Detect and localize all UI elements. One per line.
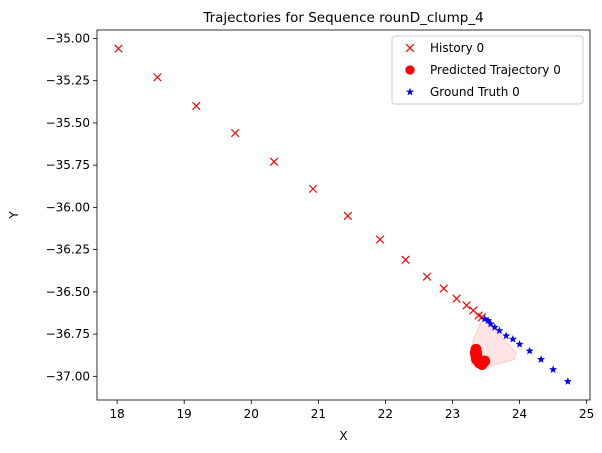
chart-title: Trajectories for Sequence rounD_clump_4	[202, 10, 483, 26]
history-point	[153, 73, 162, 82]
predicted-point	[469, 347, 481, 359]
history-point	[401, 255, 410, 264]
history-point	[308, 184, 318, 194]
ground-truth-point	[549, 365, 558, 373]
y-tick-label: −37.00	[46, 369, 90, 383]
x-tick-label: 23	[445, 407, 460, 421]
ground-truth-point	[537, 355, 546, 363]
y-tick-label: −36.75	[46, 327, 90, 341]
history-point	[439, 284, 449, 293]
y-tick-label: −35.75	[46, 158, 90, 172]
history-point	[192, 101, 201, 111]
ground-truth-point	[480, 314, 489, 323]
history-point	[343, 211, 353, 221]
history-point	[269, 157, 279, 167]
y-tick-label: −36.25	[46, 243, 90, 257]
uncertainty-region-layer	[470, 318, 517, 367]
series-star	[480, 314, 572, 385]
history-point	[452, 294, 461, 303]
x-axis-title: X	[339, 429, 347, 443]
series-x	[114, 44, 487, 322]
x-tick-label: 22	[378, 407, 393, 421]
legend-label: Ground Truth 0	[430, 85, 520, 99]
legend-entry: Predicted Trajectory 0	[405, 63, 561, 77]
y-axis-title: Y	[7, 211, 21, 220]
y-tick-label: −35.00	[46, 31, 90, 45]
history-point	[114, 44, 123, 53]
ground-truth-point	[495, 326, 504, 335]
history-point	[422, 272, 432, 281]
ground-truth-point	[563, 377, 572, 385]
y-tick-label: −36.00	[46, 200, 90, 214]
history-point	[230, 128, 240, 138]
legend-label: History 0	[430, 41, 484, 55]
legend-marker	[406, 87, 414, 96]
legend: History 0 Predicted Trajectory 0 Ground Tr…	[391, 35, 584, 105]
series-circle	[469, 343, 491, 371]
legend-label: Predicted Trajectory 0	[430, 63, 561, 77]
ground-truth-point	[525, 346, 534, 355]
ground-truth-point	[508, 334, 517, 343]
series-layer	[114, 44, 572, 385]
ground-truth-point	[502, 331, 511, 340]
legend-marker	[405, 43, 415, 53]
plot-frame	[96, 29, 591, 401]
ground-truth-point	[486, 319, 495, 328]
x-tick-label: 20	[244, 407, 259, 421]
ground-truth-point	[484, 316, 493, 324]
legend-marker	[405, 65, 415, 75]
y-tick-label: −35.50	[46, 116, 90, 130]
predicted-point	[479, 355, 491, 367]
x-tick-label: 21	[311, 407, 326, 421]
x-tick-label: 19	[177, 407, 192, 421]
ticks-layer: 18 19 20 21 22 23 24 25 −35.00 −35.25 −35.50 −35.75…	[46, 31, 595, 421]
y-tick-label: −36.50	[46, 285, 90, 299]
x-tick-label: 18	[109, 407, 124, 421]
y-tick-label: −35.25	[46, 74, 90, 88]
uncertainty-region	[470, 318, 517, 367]
x-tick-label: 25	[579, 407, 594, 421]
x-tick-label: 24	[512, 407, 527, 421]
ground-truth-point	[490, 323, 499, 331]
ground-truth-point	[515, 340, 524, 348]
legend-entry: History 0	[405, 41, 484, 55]
legend-box	[391, 35, 584, 105]
legend-entry: Ground Truth 0	[406, 85, 520, 99]
history-point	[375, 235, 385, 244]
history-point	[462, 301, 471, 310]
